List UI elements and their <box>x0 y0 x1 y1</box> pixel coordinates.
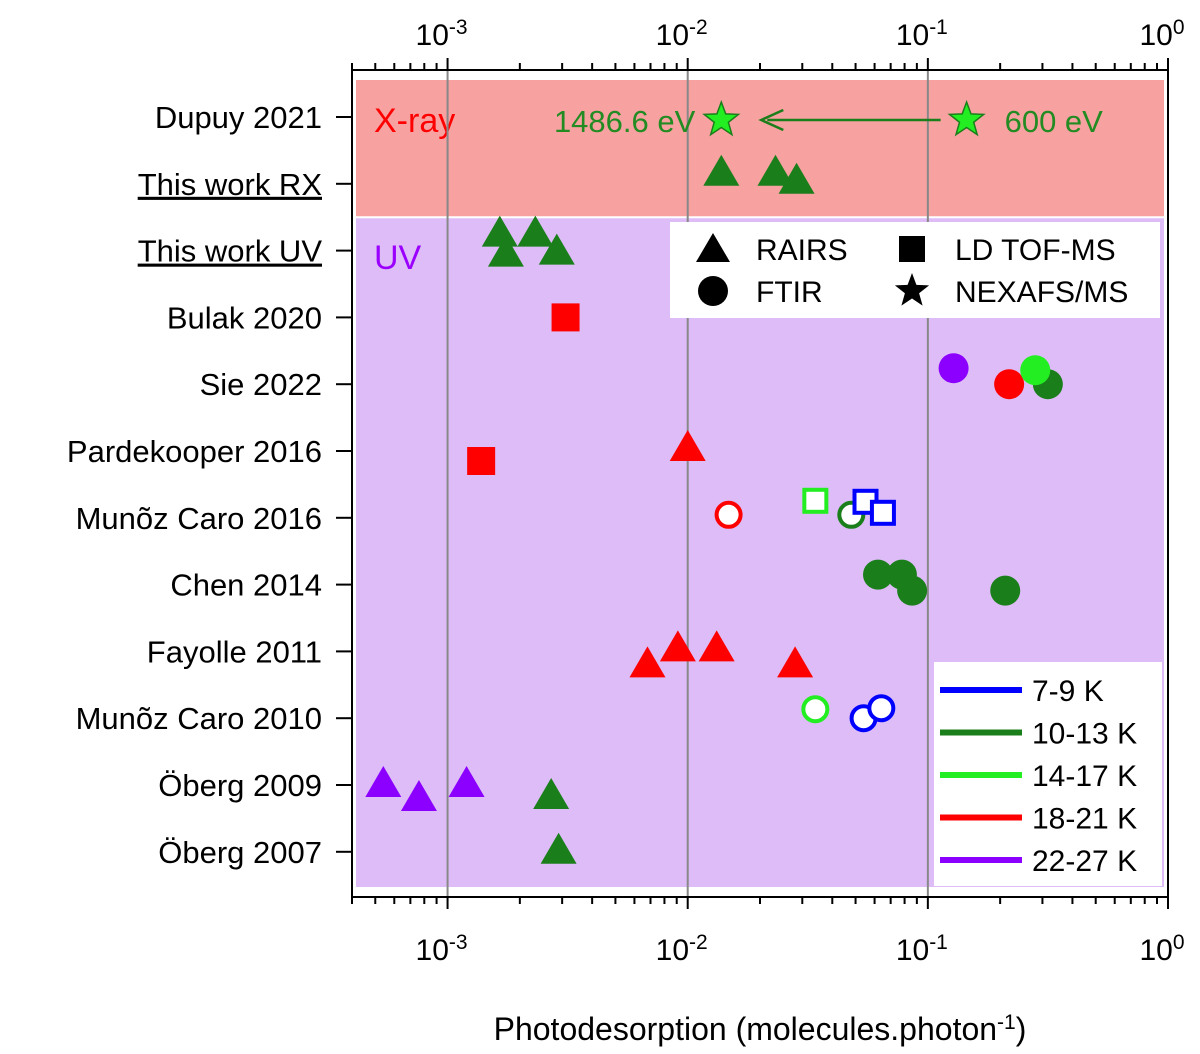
legend-label: NEXAFS/MS <box>955 276 1128 309</box>
data-point-triangle <box>365 766 402 797</box>
category-label: This work UV <box>138 234 323 269</box>
data-point-square <box>551 303 580 332</box>
x-axis-label: Photodesorption (molecules.photon-1) <box>494 1011 1027 1048</box>
legend-marker-star <box>894 273 930 306</box>
category-label: Öberg 2007 <box>158 835 322 870</box>
category-label: This work RX <box>138 167 323 202</box>
data-point-triangle <box>517 215 554 247</box>
data-point-square <box>869 499 896 526</box>
annotation-label: 1486.6 eV <box>554 104 696 139</box>
data-point-circle <box>867 694 896 723</box>
data-point-triangle <box>448 766 485 797</box>
grid-layer <box>446 70 929 897</box>
data-point-triangle <box>698 630 735 662</box>
category-label: Pardekooper 2016 <box>67 434 322 469</box>
data-point-triangle <box>400 780 437 811</box>
legend-label: 10-13 K <box>1032 718 1137 751</box>
data-point-circle <box>862 559 893 590</box>
data-point-triangle <box>487 235 524 267</box>
x-tick-label-top: 100 <box>1139 16 1184 53</box>
points-layer <box>365 99 1063 864</box>
data-point-circle <box>714 500 743 529</box>
data-point-triangle <box>778 162 815 194</box>
data-point-triangle <box>777 646 814 678</box>
annotation-label: 600 eV <box>1005 104 1104 139</box>
legend-marker-triangle <box>696 233 730 262</box>
legend-label: 18-21 K <box>1032 803 1137 836</box>
region-label: X-ray <box>374 102 455 140</box>
annotation-layer: 1486.6 eV 600 eV <box>554 104 1103 139</box>
labels-layer: Dupuy 2021 This work RX This work UV Bulak … <box>67 100 1026 1047</box>
legend-marker-circle <box>698 276 728 306</box>
data-point-triangle <box>629 646 666 678</box>
region-xray <box>356 80 1164 218</box>
x-tick-label-bottom: 10-1 <box>896 931 948 968</box>
data-point-circle <box>897 575 928 606</box>
data-point-circle <box>994 369 1025 400</box>
data-point-circle <box>990 575 1021 606</box>
data-point-triangle <box>540 832 577 864</box>
data-point-triangle <box>669 430 706 461</box>
data-point-triangle <box>659 630 696 662</box>
x-tick-label-bottom: 10-3 <box>416 931 468 968</box>
category-label: Bulak 2020 <box>167 300 322 335</box>
category-label: Dupuy 2021 <box>155 100 322 135</box>
data-point-circle <box>801 695 830 724</box>
data-point-circle <box>1020 355 1051 386</box>
x-tick-label-bottom: 100 <box>1139 931 1184 968</box>
annotation-arrow-head <box>758 108 784 132</box>
legend-label: FTIR <box>756 276 823 309</box>
category-label: Munõz Caro 2016 <box>76 501 322 536</box>
region-label: UV <box>374 239 422 277</box>
category-label: Sie 2022 <box>200 367 322 402</box>
legend-label: 14-17 K <box>1032 760 1137 793</box>
legend-label: 22-27 K <box>1032 845 1137 878</box>
data-point-star <box>947 99 986 137</box>
legend-marker-square <box>899 236 925 262</box>
data-point-triangle <box>481 215 518 247</box>
legend-label: 7-9 K <box>1032 675 1104 708</box>
x-tick-label-top: 10-2 <box>656 16 708 53</box>
data-point-circle <box>938 353 969 384</box>
x-tick-label-top: 10-3 <box>416 16 468 53</box>
data-point-square <box>467 447 496 475</box>
data-point-star <box>702 99 741 137</box>
data-point-triangle <box>533 778 570 809</box>
category-label: Fayolle 2011 <box>147 634 322 669</box>
legend-layer: RAIRS LD TOF-MS FTIR NEXAFS/MS 7-9 K 10-13 K 1… <box>670 222 1162 886</box>
data-point-triangle <box>703 154 740 186</box>
x-tick-label-top: 10-1 <box>896 16 948 53</box>
legend-label: LD TOF-MS <box>955 234 1116 267</box>
category-label: Munõz Caro 2010 <box>76 701 322 736</box>
x-tick-label-bottom: 10-2 <box>656 931 708 968</box>
category-label: Chen 2014 <box>170 568 322 603</box>
legend-label: RAIRS <box>756 234 848 267</box>
data-point-square <box>802 487 829 514</box>
category-label: Öberg 2009 <box>158 768 322 803</box>
axes-layer: 10-3 10-3 10-2 10-2 10-1 10-1 100 100 <box>336 16 1185 968</box>
data-point-triangle <box>757 154 794 186</box>
data-point-triangle <box>538 233 575 265</box>
